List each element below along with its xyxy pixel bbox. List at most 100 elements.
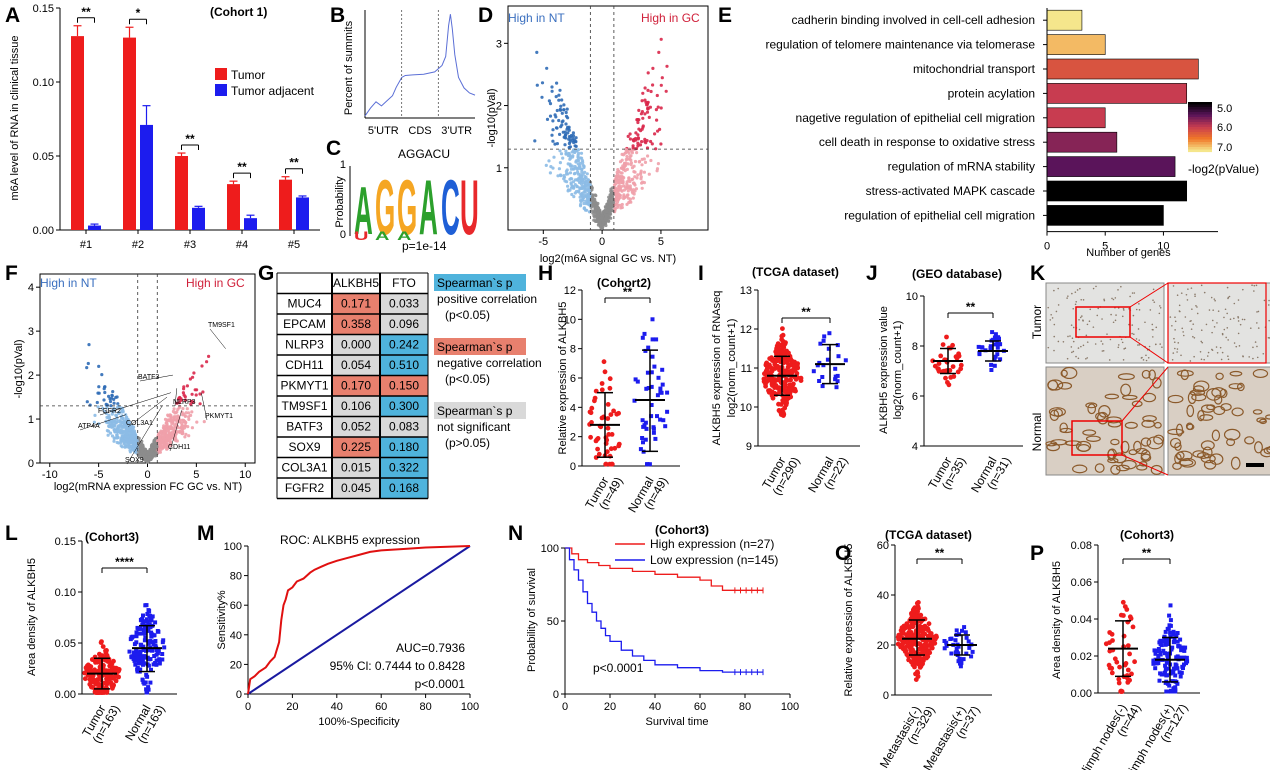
legend-label-tumor-adjacent: Tumor adjacent (231, 84, 315, 98)
p-dot (1173, 687, 1178, 692)
h-dot (650, 337, 655, 342)
e-bar (1046, 34, 1106, 55)
f-point (174, 439, 178, 443)
e-term-label: cadherin binding involved in cell-cell a… (792, 13, 1036, 27)
d-point (555, 142, 560, 146)
f-point (117, 411, 121, 415)
d-point (557, 118, 561, 123)
l-dot (134, 634, 139, 639)
o-ylabel: Relative expression of ALKBH5 (843, 544, 855, 697)
o-dot (967, 645, 972, 650)
k-tumor-zoom-line (1129, 282, 1169, 308)
d-point (654, 147, 658, 151)
n-curve-low (565, 547, 763, 673)
k-tumor-high-nucleus (1190, 328, 1193, 330)
f-point (177, 397, 181, 401)
k-tumor-low-nucleus (1085, 334, 1088, 337)
l-dot (111, 658, 116, 664)
l-dot (155, 651, 160, 656)
e-colorbar-segment (1188, 127, 1212, 130)
f-point (183, 398, 188, 402)
d-point (562, 108, 566, 112)
d-point (604, 218, 608, 222)
f-gene-label: TM9SF1 (208, 322, 235, 329)
f-point (189, 402, 193, 406)
k-tumor-high-nucleus (1182, 331, 1184, 333)
k-tumor-low-nucleus (1074, 303, 1077, 306)
p-dot (1171, 640, 1176, 645)
d-point (597, 218, 602, 223)
d-point (561, 156, 565, 160)
d-point (628, 200, 632, 204)
k-tumor-low-nucleus (1103, 298, 1105, 301)
f-gene-leader (139, 374, 173, 382)
p-dot (1153, 666, 1158, 671)
k-tumor-low-nucleus (1066, 297, 1068, 299)
l-dot (141, 613, 145, 618)
d-point (565, 180, 569, 184)
p-dot (1166, 655, 1170, 660)
k-tumor-low-nucleus (1057, 287, 1059, 290)
f-point (125, 431, 129, 435)
f-point (126, 438, 131, 442)
p-dot (1124, 673, 1130, 678)
l-dot (162, 645, 167, 650)
i-dot (763, 383, 768, 389)
h-dot (593, 455, 599, 460)
logo-letter-c: C (441, 164, 460, 251)
f-point (151, 446, 155, 451)
f-point (178, 420, 182, 424)
l-dot (149, 630, 154, 635)
d-point (599, 213, 604, 217)
d-point (564, 149, 568, 153)
panel-d-high-gc: High in GC (641, 11, 700, 25)
h-dot (658, 390, 663, 395)
panel-f-high-nt: High in NT (40, 276, 97, 290)
o-dot (970, 649, 975, 654)
d-point (641, 125, 645, 129)
d-point (555, 81, 559, 85)
i-dot (825, 357, 830, 362)
k-tumor-low-nucleus (1085, 357, 1087, 360)
f-point (104, 402, 108, 406)
h-dot (663, 424, 668, 429)
h-dot (644, 386, 649, 391)
d-point (577, 164, 582, 168)
f-point (181, 391, 185, 395)
n-y-tick-label: 100 (541, 543, 559, 555)
d-point (567, 141, 572, 146)
d-point (574, 159, 578, 163)
d-point (616, 197, 620, 201)
d-point (547, 99, 552, 103)
k-tumor-low-nucleus (1131, 292, 1134, 294)
k-tumor-high-nucleus (1191, 308, 1193, 310)
d-point (565, 168, 569, 172)
j-dot (992, 335, 997, 340)
f-point (169, 414, 173, 418)
i-ylabel-2: log2(norm_count+1) (726, 319, 738, 418)
o-dot (908, 624, 913, 629)
f-point (158, 431, 162, 435)
g-cell-bg (332, 437, 380, 458)
o-dot (942, 646, 947, 651)
k-tumor-low-nucleus (1135, 308, 1138, 311)
logo-minor-letter: U (354, 230, 368, 243)
k-normal-low-gland (1115, 464, 1130, 472)
g-legend-swatch (434, 338, 526, 355)
p-dot (1173, 662, 1178, 667)
d-point (564, 122, 568, 126)
o-dot (921, 642, 927, 648)
n-x-tick-label: 100 (781, 701, 799, 713)
p-dot (1120, 599, 1126, 605)
f-gene-leader (127, 396, 168, 428)
k-normal-high-gland (1200, 440, 1215, 451)
g-header-alkbh5: ALKBH5 (333, 276, 379, 290)
p-dot (1127, 651, 1132, 657)
g-cell-bg (380, 355, 428, 376)
h-dot (660, 382, 665, 387)
k-tumor-high-nucleus (1235, 345, 1238, 348)
k-tumor-high-nucleus (1223, 328, 1226, 331)
l-dot (138, 658, 143, 663)
p-dot (1158, 651, 1163, 655)
f-point (166, 414, 170, 418)
